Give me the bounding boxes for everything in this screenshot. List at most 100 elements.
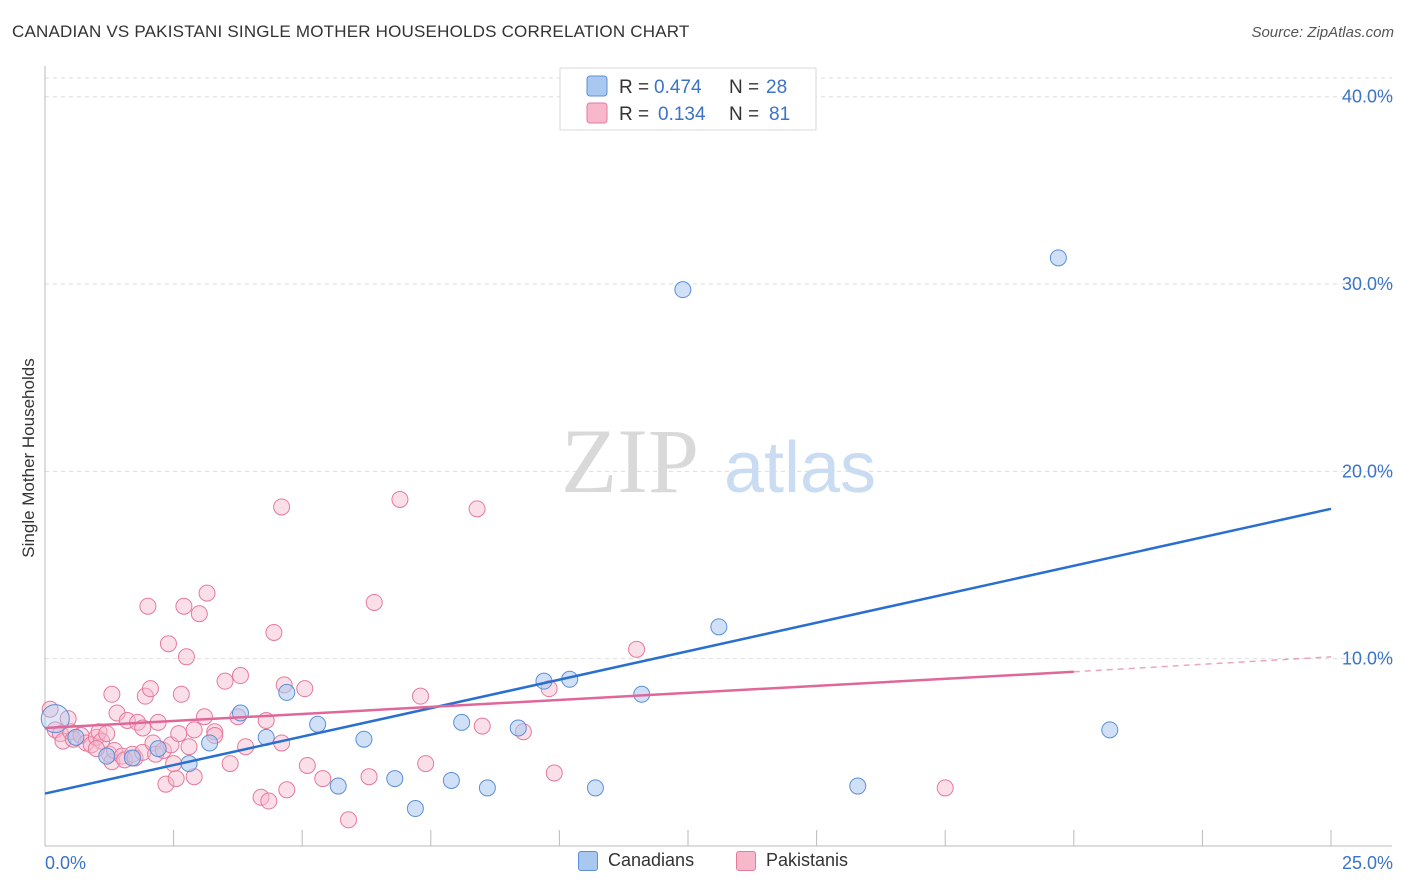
pakistanis-trend-extension xyxy=(1073,656,1332,673)
legend-label-pakistanis: Pakistanis xyxy=(766,850,849,870)
y-tick-label-0: 10.0% xyxy=(1342,649,1393,669)
pakistanis-point xyxy=(103,685,121,703)
canadians-point xyxy=(278,683,296,701)
canadians-point xyxy=(386,770,404,788)
legend-r-label-1: R = xyxy=(619,77,649,98)
watermark: ZIP atlas xyxy=(561,410,876,512)
canadians-point xyxy=(478,779,496,797)
pakistanis-point xyxy=(391,490,409,508)
legend-n-value-1: 28 xyxy=(766,77,787,98)
pakistanis-point xyxy=(936,779,954,797)
canadians-point xyxy=(98,747,116,765)
pakistanis-point xyxy=(628,640,646,658)
x-tick-label-0: 0.0% xyxy=(45,853,86,873)
watermark-atlas: atlas xyxy=(724,428,876,508)
pakistanis-point xyxy=(180,738,198,756)
pakistanis-point xyxy=(221,755,239,773)
canadians-point xyxy=(201,734,219,752)
canadians-point xyxy=(586,779,604,797)
y-tick-labels: 10.0% 20.0% 30.0% 40.0% xyxy=(1342,87,1393,669)
pakistanis-point xyxy=(216,672,234,690)
canadians-points xyxy=(40,249,1119,818)
canadians-point xyxy=(67,728,85,746)
legend-n-label-2: N = xyxy=(729,104,759,125)
pakistanis-point xyxy=(296,680,314,698)
source-credit: Source: ZipAtlas.com xyxy=(1251,24,1394,41)
pakistanis-point xyxy=(185,721,203,739)
canadians-point xyxy=(123,749,141,767)
pakistanis-point xyxy=(412,687,430,705)
pakistanis-point xyxy=(172,685,190,703)
watermark-zip: ZIP xyxy=(561,410,699,512)
canadians-point xyxy=(674,281,692,299)
pakistanis-point xyxy=(417,755,435,773)
legend-n-label-1: N = xyxy=(729,77,759,98)
pakistanis-point xyxy=(314,770,332,788)
pakistanis-point xyxy=(41,700,59,718)
pakistanis-point xyxy=(473,717,491,735)
pakistanis-point xyxy=(190,605,208,623)
pakistanis-point xyxy=(139,597,157,615)
canadians-point xyxy=(329,777,347,795)
pakistanis-point xyxy=(265,623,283,641)
pakistanis-point xyxy=(231,667,249,685)
y-tick-label-2: 30.0% xyxy=(1342,274,1393,294)
pakistanis-point xyxy=(339,811,357,829)
pakistanis-point xyxy=(141,680,159,698)
correlation-legend: R = 0.474 N = 28 R = 0.134 N = 81 xyxy=(559,67,817,131)
legend-swatch-pakistanis-bottom xyxy=(736,850,756,871)
canadians-point xyxy=(309,715,327,733)
gridlines xyxy=(45,77,1392,660)
legend-r-label-2: R = xyxy=(619,104,649,125)
pakistanis-point xyxy=(298,756,316,774)
canadians-point xyxy=(1101,721,1119,739)
legend-item-pakistanis[interactable]: Pakistanis xyxy=(736,850,848,871)
pakistanis-point xyxy=(157,775,175,793)
series-legend: Canadians Pakistanis xyxy=(0,850,1406,880)
legend-r-value-1: 0.474 xyxy=(654,77,702,98)
trend-lines xyxy=(44,507,1332,795)
canadians-point xyxy=(453,713,471,731)
pakistanis-point xyxy=(170,725,188,743)
canadians-point xyxy=(849,777,867,795)
pakistanis-point xyxy=(273,498,291,516)
legend-swatch-pakistanis xyxy=(586,102,608,124)
pakistanis-trend-line xyxy=(44,670,1074,730)
legend-item-canadians[interactable]: Canadians xyxy=(578,850,694,871)
pakistanis-point xyxy=(177,648,195,666)
y-tick-label-3: 40.0% xyxy=(1342,87,1393,107)
pakistanis-point xyxy=(98,725,116,743)
pakistanis-point xyxy=(167,770,185,788)
axes xyxy=(44,66,1392,847)
legend-r-value-2: 0.134 xyxy=(658,104,706,125)
canadians-point xyxy=(149,740,167,758)
pakistanis-point xyxy=(545,764,563,782)
pakistanis-point xyxy=(195,708,213,726)
canadians-point xyxy=(442,771,460,789)
canadians-point xyxy=(40,704,70,734)
canadians-point xyxy=(355,730,373,748)
y-tick-label-1: 20.0% xyxy=(1342,461,1393,481)
pakistanis-points xyxy=(41,490,954,829)
legend-label-canadians: Canadians xyxy=(608,850,695,870)
pakistanis-point xyxy=(468,500,486,518)
pakistanis-point xyxy=(198,584,216,602)
pakistanis-point xyxy=(159,635,177,653)
legend-swatch-canadians xyxy=(586,75,608,97)
x-tick-labels: 0.0% 25.0% xyxy=(45,853,1393,873)
canadians-point xyxy=(710,618,728,636)
y-axis-label: Single Mother Households xyxy=(19,358,38,557)
chart-title: CANADIAN VS PAKISTANI SINGLE MOTHER HOUS… xyxy=(12,22,690,41)
x-tick-label-1: 25.0% xyxy=(1342,853,1393,873)
legend-swatch-canadians-bottom xyxy=(578,850,598,871)
pakistanis-point xyxy=(260,792,278,810)
pakistanis-point xyxy=(278,781,296,799)
pakistanis-point xyxy=(175,597,193,615)
legend-n-value-2: 81 xyxy=(769,104,790,125)
pakistanis-point xyxy=(360,768,378,786)
canadians-point xyxy=(406,800,424,818)
canadians-point xyxy=(509,719,527,737)
pakistanis-point xyxy=(365,593,383,611)
canadians-point xyxy=(1049,249,1067,267)
